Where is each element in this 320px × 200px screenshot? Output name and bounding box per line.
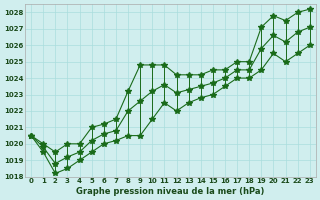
X-axis label: Graphe pression niveau de la mer (hPa): Graphe pression niveau de la mer (hPa) [76,187,265,196]
